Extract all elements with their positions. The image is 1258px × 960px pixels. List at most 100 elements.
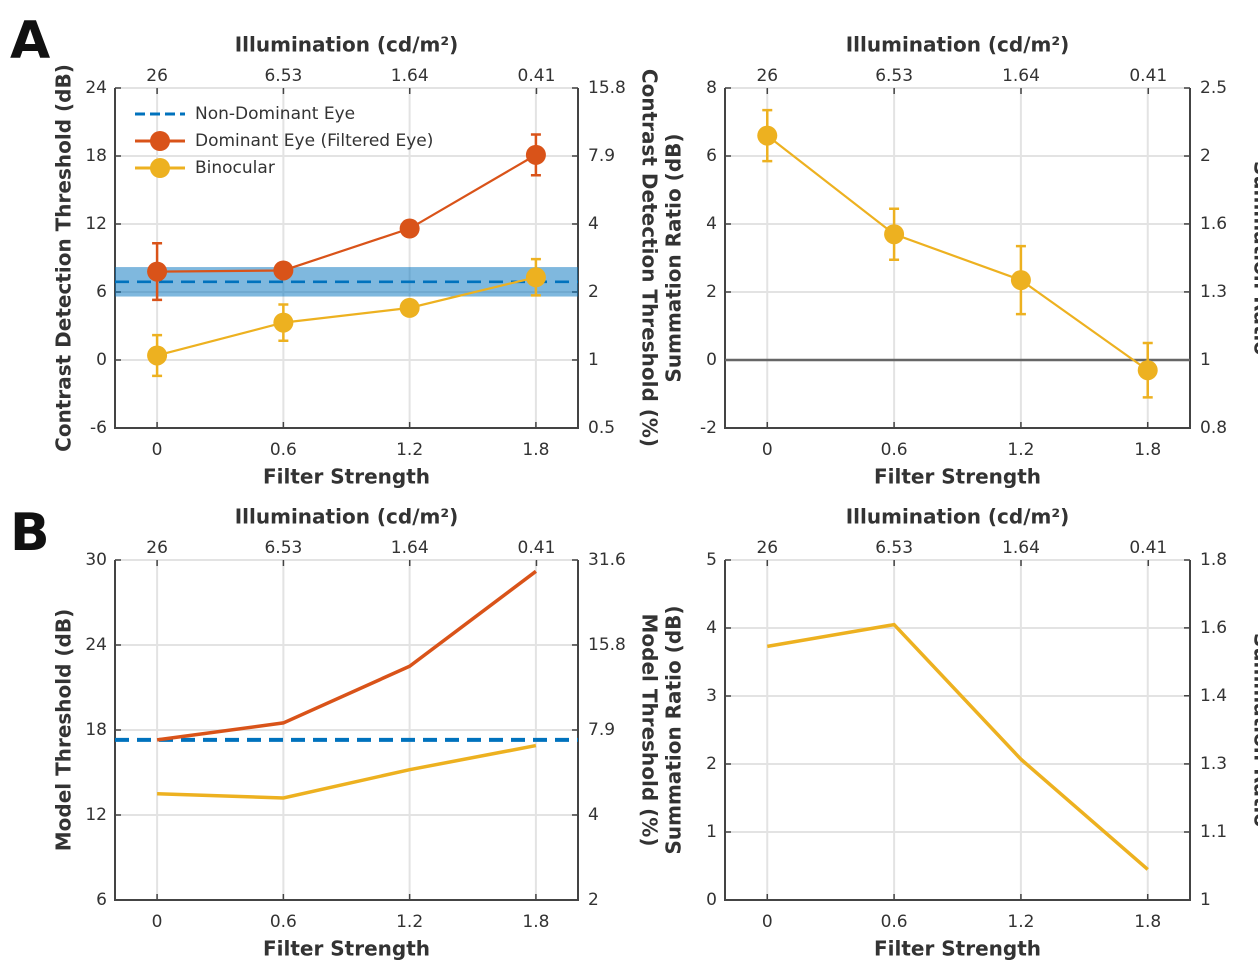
y2-tick-label: 7.9 xyxy=(588,720,615,740)
marker xyxy=(399,297,420,318)
x2-tick-label: 26 xyxy=(146,66,168,86)
x2-tick-label: 1.64 xyxy=(1002,66,1040,86)
y-tick-label: -6 xyxy=(90,418,107,438)
y2-tick-label: 4 xyxy=(588,214,599,234)
x2-tick-label: 6.53 xyxy=(875,66,913,86)
series-line xyxy=(156,569,537,742)
x-tick-label: 1.2 xyxy=(396,912,423,932)
x-axis-label: Filter Strength xyxy=(874,937,1041,960)
y2-tick-label: 1 xyxy=(588,350,599,370)
x2-tick-label: 1.64 xyxy=(391,66,429,86)
marker xyxy=(1137,360,1158,381)
x2-tick-label: 0.41 xyxy=(1129,66,1167,86)
x-tick-label: 0 xyxy=(152,440,163,460)
y-tick-label: 6 xyxy=(96,282,107,302)
y-tick-label: 4 xyxy=(706,214,717,234)
x-axis-label: Filter Strength xyxy=(874,465,1041,489)
marker xyxy=(147,261,168,282)
x-tick-label: 1.2 xyxy=(1007,440,1034,460)
y2-tick-label: 1 xyxy=(1200,890,1211,910)
y-tick-label: 12 xyxy=(85,805,107,825)
x-tick-label: 0.6 xyxy=(270,912,297,932)
x2-axis-label: Illumination (cd/m²) xyxy=(846,505,1070,529)
legend-marker xyxy=(150,131,170,151)
y2-tick-label: 1.6 xyxy=(1200,214,1227,234)
x2-tick-label: 6.53 xyxy=(264,66,302,86)
y2-tick-label: 2 xyxy=(1200,146,1211,166)
x2-axis-label: Illumination (cd/m²) xyxy=(846,33,1070,57)
y2-tick-label: 1.6 xyxy=(1200,618,1227,638)
axes-frame xyxy=(724,88,1191,429)
y-tick-label: 2 xyxy=(706,282,717,302)
y2-tick-label: 1.4 xyxy=(1200,686,1227,706)
series-line xyxy=(766,134,1149,372)
series-line xyxy=(766,622,1149,871)
panel-label: A xyxy=(10,11,50,71)
y-axis-label: Summation Ratio (dB) xyxy=(662,605,686,854)
panel-label: B xyxy=(10,503,50,563)
y-tick-label: 24 xyxy=(85,635,107,655)
y-tick-label: 1 xyxy=(706,822,717,842)
axes-frame xyxy=(114,88,579,429)
marker xyxy=(884,224,905,245)
y-tick-label: 30 xyxy=(85,550,107,570)
y-tick-label: 0 xyxy=(706,890,717,910)
y2-tick-label: 1 xyxy=(1200,350,1211,370)
y2-tick-label: 0.8 xyxy=(1200,418,1227,438)
marker xyxy=(525,144,546,165)
legend-label: Binocular xyxy=(195,158,275,178)
y-axis-label: Summation Ratio (dB) xyxy=(662,133,686,382)
y2-tick-label: 1.8 xyxy=(1200,550,1227,570)
y2-tick-label: 2 xyxy=(588,282,599,302)
y2-tick-label: 15.8 xyxy=(588,78,626,98)
legend-marker xyxy=(150,158,170,178)
y-tick-label: 2 xyxy=(706,754,717,774)
y2-tick-label: 1.3 xyxy=(1200,754,1227,774)
y-tick-label: 0 xyxy=(706,350,717,370)
series-line xyxy=(157,153,537,273)
x2-tick-label: 6.53 xyxy=(264,538,302,558)
y-tick-label: 18 xyxy=(85,146,107,166)
y2-tick-label: 31.6 xyxy=(588,550,626,570)
axes-frame xyxy=(114,560,579,901)
x2-axis-label: Illumination (cd/m²) xyxy=(235,33,459,57)
y2-tick-label: 1.3 xyxy=(1200,282,1227,302)
y-tick-label: 4 xyxy=(706,618,717,638)
marker xyxy=(273,312,294,333)
y2-tick-label: 0.5 xyxy=(588,418,615,438)
x-tick-label: 1.2 xyxy=(1007,912,1034,932)
y-axis-label: Contrast Detection Threshold (dB) xyxy=(52,64,76,452)
axes-frame xyxy=(724,560,1191,901)
y2-tick-label: 1.1 xyxy=(1200,822,1227,842)
x2-tick-label: 0.41 xyxy=(1129,538,1167,558)
x2-axis-label: Illumination (cd/m²) xyxy=(235,505,459,529)
y-tick-label: 0 xyxy=(96,350,107,370)
marker xyxy=(757,125,778,146)
x-tick-label: 0.6 xyxy=(270,440,297,460)
y-tick-label: 6 xyxy=(96,890,107,910)
x-tick-label: 1.8 xyxy=(1134,912,1161,932)
y-axis-label: Model Threshold (dB) xyxy=(52,609,76,852)
y2-axis-label: Contrast Detection Threshold (%) xyxy=(638,69,662,447)
x2-tick-label: 1.64 xyxy=(1002,538,1040,558)
y2-tick-label: 15.8 xyxy=(588,635,626,655)
x-tick-label: 1.8 xyxy=(522,440,549,460)
y-tick-label: 18 xyxy=(85,720,107,740)
x-axis-label: Filter Strength xyxy=(263,465,430,489)
y-tick-label: 12 xyxy=(85,214,107,234)
x2-tick-label: 26 xyxy=(146,538,168,558)
y-tick-label: 8 xyxy=(706,78,717,98)
x-tick-label: 1.8 xyxy=(522,912,549,932)
series-line xyxy=(157,743,537,800)
legend-label: Non-Dominant Eye xyxy=(195,104,355,124)
x-tick-label: 0 xyxy=(152,912,163,932)
y2-tick-label: 7.9 xyxy=(588,146,615,166)
legend-label: Dominant Eye (Filtered Eye) xyxy=(195,131,433,151)
y-tick-label: 3 xyxy=(706,686,717,706)
x2-tick-label: 26 xyxy=(756,538,778,558)
y-tick-label: 5 xyxy=(706,550,717,570)
marker xyxy=(399,218,420,239)
x2-tick-label: 26 xyxy=(756,66,778,86)
x2-tick-label: 1.64 xyxy=(391,538,429,558)
